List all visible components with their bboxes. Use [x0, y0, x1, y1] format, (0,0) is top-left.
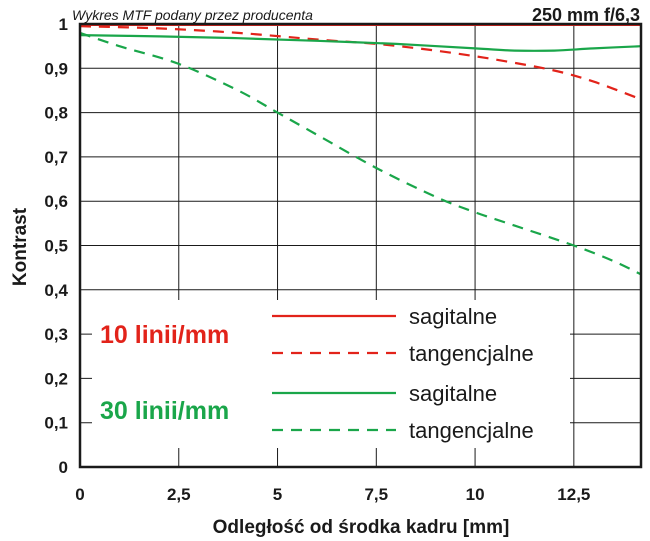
legend-item-label: sagitalne [409, 304, 497, 329]
x-tick-label: 5 [273, 485, 282, 504]
y-tick-label: 0 [59, 458, 68, 477]
y-tick-label: 0,2 [44, 369, 68, 388]
y-tick-label: 0,3 [44, 325, 68, 344]
series-line-30-sagitalne [79, 34, 642, 52]
lens-label: 250 mm f/6,3 [532, 5, 640, 25]
y-tick-label: 0,6 [44, 192, 68, 211]
tick-labels: 00,10,20,30,40,50,60,70,80,910 2,5 5 7,5 10 1… [44, 15, 590, 504]
x-tick-label: 2,5 [167, 485, 191, 504]
legend-item-label: tangencjalne [409, 341, 534, 366]
y-tick-label: 0,7 [44, 148, 68, 167]
series-line-10-tangencjalne [79, 25, 642, 101]
legend-group-label: 30 linii/mm [100, 397, 229, 425]
legend-background [92, 300, 570, 448]
chart-title: Wykres MTF podany przez producenta [72, 7, 313, 23]
y-tick-label: 1 [59, 15, 68, 34]
x-tick-label: 12,5 [557, 485, 590, 504]
series-line-30-tangencjalne [79, 31, 642, 276]
y-tick-label: 0,5 [44, 237, 68, 256]
x-tick-label: 7,5 [364, 485, 388, 504]
x-tick-label: 0 [75, 485, 84, 504]
plot-frame [78, 22, 643, 469]
legend-item-label: tangencjalne [409, 418, 534, 443]
y-tick-label: 0,8 [44, 104, 68, 123]
legend-item-label: sagitalne [409, 381, 497, 406]
y-tick-label: 0,1 [44, 414, 68, 433]
legend: 10 linii/mm sagitalne tangencjalne 30 linii… [92, 300, 570, 448]
y-tick-label: 0,9 [44, 59, 68, 78]
x-tick-label: 10 [466, 485, 485, 504]
y-tick-label: 0,4 [44, 281, 68, 300]
legend-group-label: 10 linii/mm [100, 321, 229, 349]
x-axis-label: Odległość od środka kadru [mm] [213, 517, 510, 538]
y-axis-label: Kontrast [10, 207, 31, 286]
